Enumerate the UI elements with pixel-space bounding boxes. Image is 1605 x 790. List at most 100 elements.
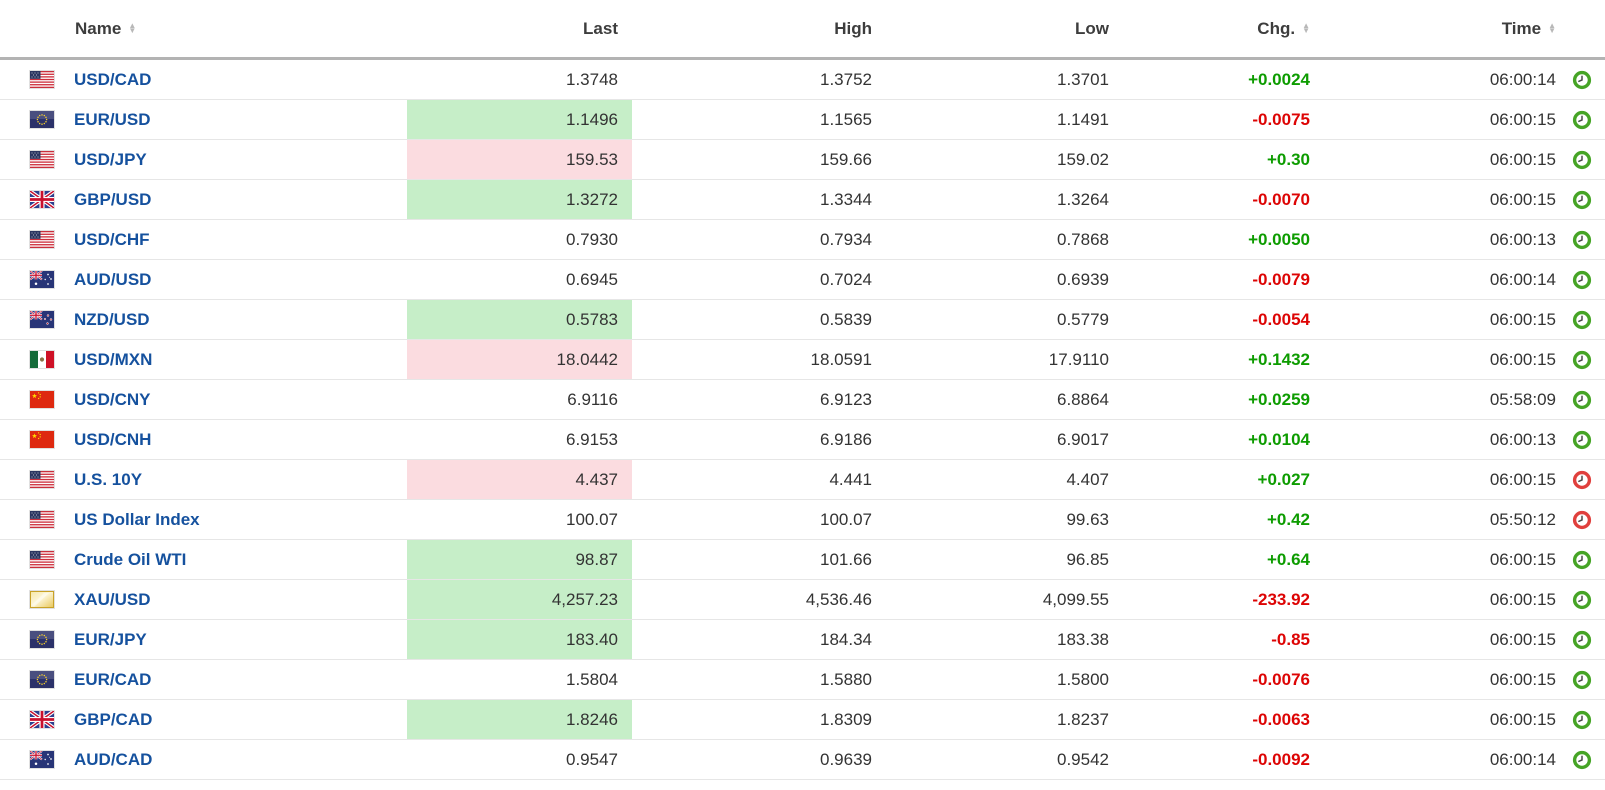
quote-row: U.S. 10Y 4.437 4.441 4.407 +0.027 06:00:15 [0,459,1605,500]
eu-flag-icon [30,111,54,128]
low-cell: 0.9542 [886,739,1123,780]
change-cell: -0.0054 [1123,299,1324,340]
name-cell: GBP/CAD [0,699,407,740]
instrument-link[interactable]: GBP/USD [74,189,152,209]
change-cell: -233.92 [1123,579,1324,620]
instrument-link[interactable]: USD/CNY [74,389,151,409]
high-cell: 1.3752 [632,58,886,100]
clock-icon [1572,350,1592,370]
time-cell: 06:00:15 [1324,659,1605,700]
time-value: 06:00:15 [1489,109,1556,129]
name-cell: NZD/USD [0,299,407,340]
name-cell: EUR/USD [0,99,407,140]
column-header-chg[interactable]: Chg. ▲ ▼ [1123,0,1324,60]
uk-flag-icon [30,191,54,208]
last-cell: 1.8246 [407,699,632,740]
column-label: Time [1501,18,1542,38]
column-label: Last [583,18,618,38]
quote-row: GBP/USD 1.3272 1.3344 1.3264 -0.0070 06:00:15 [0,179,1605,220]
column-label: Low [1075,18,1109,38]
au-flag-icon [30,751,54,768]
time-cell: 06:00:13 [1324,419,1605,460]
time-value: 06:00:15 [1489,589,1556,609]
time-value: 06:00:15 [1489,709,1556,729]
instrument-link[interactable]: USD/CNH [74,429,152,449]
instrument-link[interactable]: USD/MXN [74,349,153,369]
instrument-link[interactable]: USD/JPY [74,149,147,169]
name-cell: Crude Oil WTI [0,539,407,580]
quote-row: USD/CNH 6.9153 6.9186 6.9017 +0.0104 06:00:13 [0,419,1605,460]
low-cell: 1.8237 [886,699,1123,740]
high-cell: 4,536.46 [632,579,886,620]
uk-flag-icon [30,711,54,728]
instrument-link[interactable]: Crude Oil WTI [74,549,187,569]
time-cell: 06:00:15 [1324,99,1605,140]
clock-icon [1572,670,1592,690]
change-cell: -0.85 [1123,619,1324,660]
clock-icon [1572,390,1592,410]
quote-row: USD/CAD 1.3748 1.3752 1.3701 +0.0024 06:00:14 [0,58,1605,100]
clock-icon [1572,270,1592,290]
instrument-link[interactable]: XAU/USD [74,589,151,609]
clock-icon [1572,110,1592,130]
low-cell: 96.85 [886,539,1123,580]
gold-flag-icon [30,591,54,608]
instrument-link[interactable]: USD/CHF [74,229,150,249]
change-cell: +0.64 [1123,539,1324,580]
high-cell: 4.441 [632,459,886,500]
last-cell: 6.9116 [407,379,632,420]
instrument-link[interactable]: GBP/CAD [74,709,153,729]
change-cell: +0.027 [1123,459,1324,500]
last-cell: 98.87 [407,539,632,580]
column-label: Name [75,18,122,38]
instrument-link[interactable]: EUR/USD [74,109,151,129]
instrument-link[interactable]: AUD/CAD [74,749,153,769]
time-value: 06:00:15 [1489,469,1556,489]
instrument-link[interactable]: EUR/JPY [74,629,147,649]
instrument-link[interactable]: US Dollar Index [74,509,200,529]
last-cell: 100.07 [407,499,632,540]
instrument-link[interactable]: EUR/CAD [74,669,152,689]
high-cell: 18.0591 [632,339,886,380]
change-cell: +0.42 [1123,499,1324,540]
column-label: High [834,18,872,38]
high-cell: 0.5839 [632,299,886,340]
clock-icon [1572,630,1592,650]
low-cell: 4,099.55 [886,579,1123,620]
sort-icon[interactable]: ▲ ▼ [1548,21,1556,36]
high-cell: 184.34 [632,619,886,660]
quote-row: AUD/CAD 0.9547 0.9639 0.9542 -0.0092 06:00:14 [0,739,1605,780]
name-cell: USD/CNH [0,419,407,460]
last-cell: 1.5804 [407,659,632,700]
au-flag-icon [30,271,54,288]
last-cell: 18.0442 [407,339,632,380]
column-header-time[interactable]: Time ▲ ▼ [1324,0,1605,60]
high-cell: 6.9186 [632,419,886,460]
change-cell: -0.0070 [1123,179,1324,220]
instrument-link[interactable]: NZD/USD [74,309,150,329]
time-cell: 06:00:15 [1324,619,1605,660]
high-cell: 101.66 [632,539,886,580]
clock-icon [1572,70,1592,90]
last-cell: 1.3748 [407,58,632,100]
name-cell: USD/CNY [0,379,407,420]
low-cell: 6.8864 [886,379,1123,420]
change-cell: +0.30 [1123,139,1324,180]
instrument-link[interactable]: AUD/USD [74,269,152,289]
us-flag-icon [30,511,54,528]
us-flag-icon [30,551,54,568]
time-value: 06:00:15 [1489,629,1556,649]
sort-icon[interactable]: ▲ ▼ [128,21,137,36]
change-cell: +0.0024 [1123,58,1324,100]
instrument-link[interactable]: USD/CAD [74,69,152,89]
last-cell: 6.9153 [407,419,632,460]
eu-flag-icon [30,631,54,648]
sort-icon[interactable]: ▲ ▼ [1302,21,1310,36]
time-cell: 06:00:15 [1324,299,1605,340]
low-cell: 183.38 [886,619,1123,660]
low-cell: 99.63 [886,499,1123,540]
column-header-name[interactable]: Name ▲ ▼ [0,0,407,60]
instrument-link[interactable]: U.S. 10Y [74,469,143,489]
change-cell: -0.0063 [1123,699,1324,740]
